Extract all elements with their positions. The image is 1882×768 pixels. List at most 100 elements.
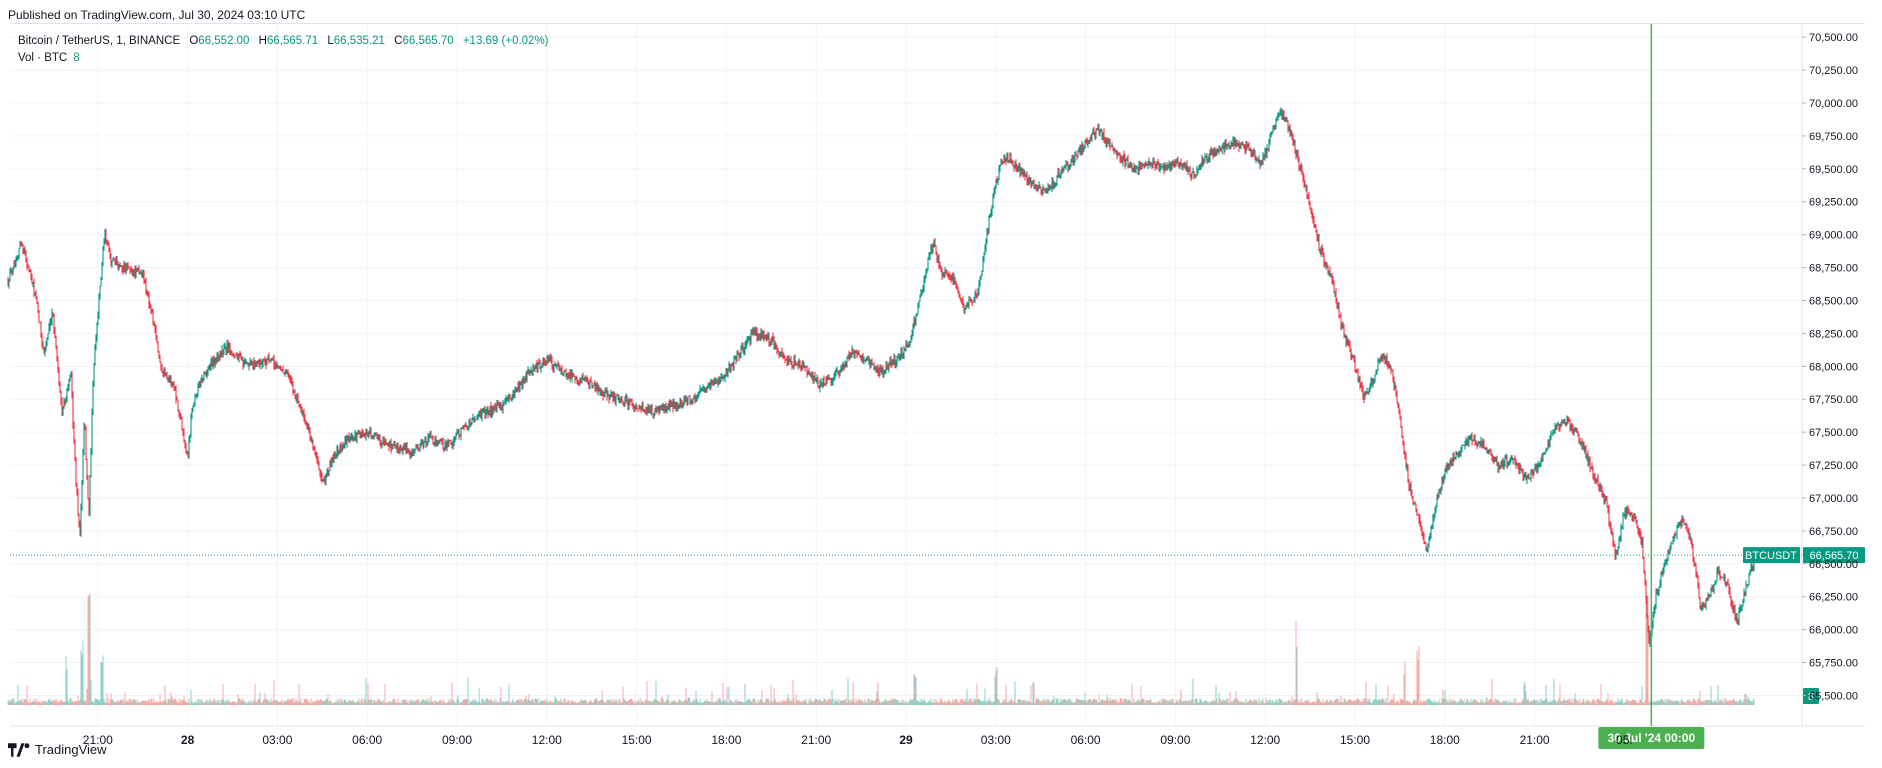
volume-bar [58,700,60,705]
volume-bar [1653,700,1655,705]
symbol-name[interactable]: Bitcoin / TetherUS, 1, BINANCE [18,35,181,47]
volume-bar [253,699,255,705]
volume-bar [1150,700,1152,705]
volume-bar [27,701,29,705]
volume-bar [512,698,514,705]
volume-bar [822,700,824,705]
volume-bar [1132,702,1134,705]
volume-bar [636,701,638,705]
open-value: 66,552.00 [198,35,250,47]
volume-bar [1556,702,1558,705]
volume-bar [47,699,49,705]
volume-bar [1420,699,1422,705]
volume-bar [1056,698,1058,705]
volume-bar [41,700,43,705]
volume-bar [238,698,240,705]
volume-bar [1229,692,1231,705]
volume-bar [1059,701,1061,705]
volume-bar [1631,698,1633,705]
volume-bar [751,701,753,705]
volume-bar [1612,701,1614,705]
volume-bar [745,701,747,705]
volume-bar [1066,701,1068,705]
volume-bar [936,701,938,705]
volume-bar [570,700,572,705]
volume-bar [1175,700,1177,705]
volume-bar [891,700,893,705]
volume-bar [1598,699,1600,705]
volume-bar [1677,700,1679,705]
volume-bar [321,700,323,705]
volume-bar [1502,700,1504,705]
volume-bar [472,699,474,705]
volume-bar [1069,698,1071,705]
volume-bar [1077,698,1079,705]
volume-bar [1104,700,1106,705]
volume-bar [848,699,850,705]
volume-bar [390,702,392,705]
volume-bar [1530,700,1532,705]
volume-bar [64,701,66,705]
volume-bar [518,698,520,705]
volume-bar [1143,699,1145,705]
volume-bar [734,699,736,705]
volume-bar [1310,703,1312,705]
volume-bar [1474,699,1476,705]
volume-bar [443,701,445,705]
volume-bar [368,699,370,705]
volume-bar [1671,699,1673,705]
volume-bar [1109,698,1111,705]
volume-bar [1440,702,1442,705]
volume-bar [1190,699,1192,705]
volume-bar [1138,700,1140,705]
x-tick-label: 15:00 [1340,733,1370,747]
volume-bar [1055,698,1057,705]
volume-bar [1501,702,1503,705]
volume-bar [519,700,521,705]
volume-bar [953,701,955,705]
volume-label[interactable]: Vol · BTC [18,52,68,64]
volume-bar [219,703,221,705]
volume-bar [1696,702,1698,705]
volume-bar [459,703,461,705]
volume-bar [508,684,510,705]
volume-bar [1228,703,1230,705]
volume-bar [62,701,64,705]
volume-bar [872,700,874,705]
volume-bar [875,698,877,705]
volume-bar [805,699,807,705]
volume-bar [830,699,832,705]
volume-bar [1009,700,1011,705]
volume-bar [104,701,106,705]
volume-bar [1434,702,1436,705]
volume-bar [710,702,712,705]
volume-bar [569,703,571,705]
volume-bar [799,702,801,705]
volume-bar [1276,699,1278,705]
volume-bar [1174,703,1176,705]
brand-footer[interactable]: TradingView [8,742,107,757]
tradingview-logo-icon [8,742,30,757]
volume-bar [1578,702,1580,705]
volume-bar [475,700,477,705]
volume-bar [423,700,425,705]
volume-bar [1165,698,1167,705]
volume-bar [549,700,551,705]
volume-bar [1423,699,1425,705]
volume-bar [1475,701,1477,705]
volume-bar [517,699,519,705]
volume-bar [1118,701,1120,705]
volume-bar [65,656,67,705]
volume-bar [530,700,532,705]
volume-bar [1392,699,1394,705]
volume-bar [794,703,796,705]
volume-bar [293,702,295,705]
volume-bar [135,700,137,705]
volume-bar [878,698,880,705]
volume-bar [965,698,967,705]
volume-bar [863,703,865,705]
volume-bar [275,699,277,705]
volume-bar [1715,699,1717,705]
volume-bar [17,685,19,705]
